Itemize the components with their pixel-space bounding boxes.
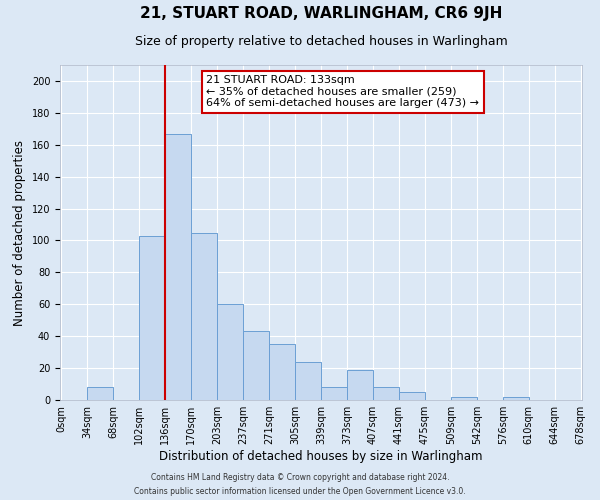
Text: 21 STUART ROAD: 133sqm
← 35% of detached houses are smaller (259)
64% of semi-de: 21 STUART ROAD: 133sqm ← 35% of detached…	[206, 75, 479, 108]
Y-axis label: Number of detached properties: Number of detached properties	[13, 140, 26, 326]
Bar	[321, 387, 347, 400]
Bar	[87, 387, 113, 400]
Bar	[373, 387, 399, 400]
X-axis label: Distribution of detached houses by size in Warlingham: Distribution of detached houses by size …	[159, 450, 483, 463]
Bar	[139, 236, 165, 400]
Bar	[217, 304, 243, 400]
Bar	[269, 344, 295, 400]
Bar	[243, 332, 269, 400]
Bar	[295, 362, 321, 400]
Bar	[347, 370, 373, 400]
Bar	[451, 397, 477, 400]
Bar	[165, 134, 191, 400]
Text: 21, STUART ROAD, WARLINGHAM, CR6 9JH: 21, STUART ROAD, WARLINGHAM, CR6 9JH	[140, 6, 502, 22]
Bar	[503, 397, 529, 400]
Bar	[191, 232, 217, 400]
Text: Contains public sector information licensed under the Open Government Licence v3: Contains public sector information licen…	[134, 488, 466, 496]
Bar	[399, 392, 425, 400]
Text: Size of property relative to detached houses in Warlingham: Size of property relative to detached ho…	[134, 35, 508, 48]
Text: Contains HM Land Registry data © Crown copyright and database right 2024.: Contains HM Land Registry data © Crown c…	[151, 472, 449, 482]
